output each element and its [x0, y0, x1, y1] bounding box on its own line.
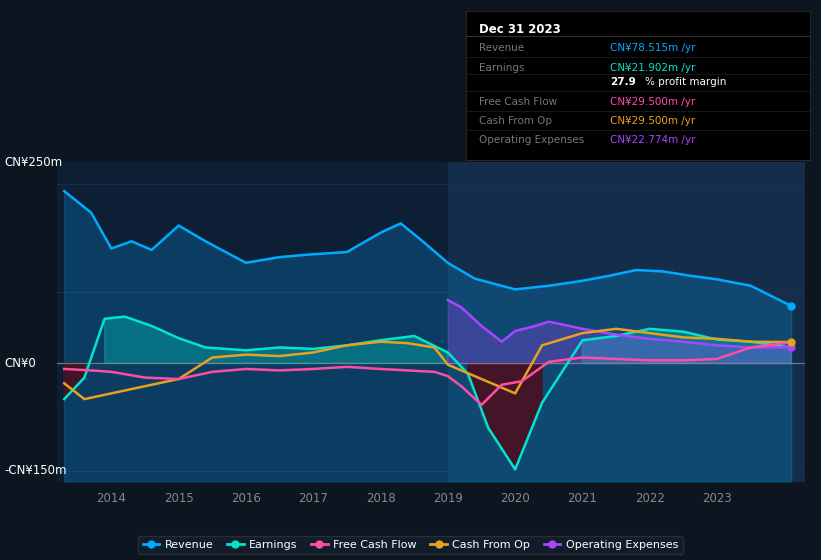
Text: Dec 31 2023: Dec 31 2023	[479, 23, 561, 36]
Text: Operating Expenses: Operating Expenses	[479, 136, 585, 145]
Text: 27.9: 27.9	[610, 77, 636, 87]
Legend: Revenue, Earnings, Free Cash Flow, Cash From Op, Operating Expenses: Revenue, Earnings, Free Cash Flow, Cash …	[138, 535, 683, 554]
Text: % profit margin: % profit margin	[644, 77, 727, 87]
Text: CN¥0: CN¥0	[4, 357, 36, 370]
Text: Earnings: Earnings	[479, 63, 525, 73]
Text: CN¥22.774m /yr: CN¥22.774m /yr	[610, 136, 696, 145]
Text: CN¥250m: CN¥250m	[4, 156, 62, 169]
Text: CN¥78.515m /yr: CN¥78.515m /yr	[610, 43, 696, 53]
Text: Cash From Op: Cash From Op	[479, 116, 553, 126]
Text: -CN¥150m: -CN¥150m	[4, 464, 67, 477]
Text: Free Cash Flow: Free Cash Flow	[479, 97, 557, 107]
Text: CN¥29.500m /yr: CN¥29.500m /yr	[610, 116, 695, 126]
Bar	[447, 162, 805, 482]
Text: CN¥21.902m /yr: CN¥21.902m /yr	[610, 63, 695, 73]
Text: CN¥29.500m /yr: CN¥29.500m /yr	[610, 97, 695, 107]
Text: Revenue: Revenue	[479, 43, 525, 53]
